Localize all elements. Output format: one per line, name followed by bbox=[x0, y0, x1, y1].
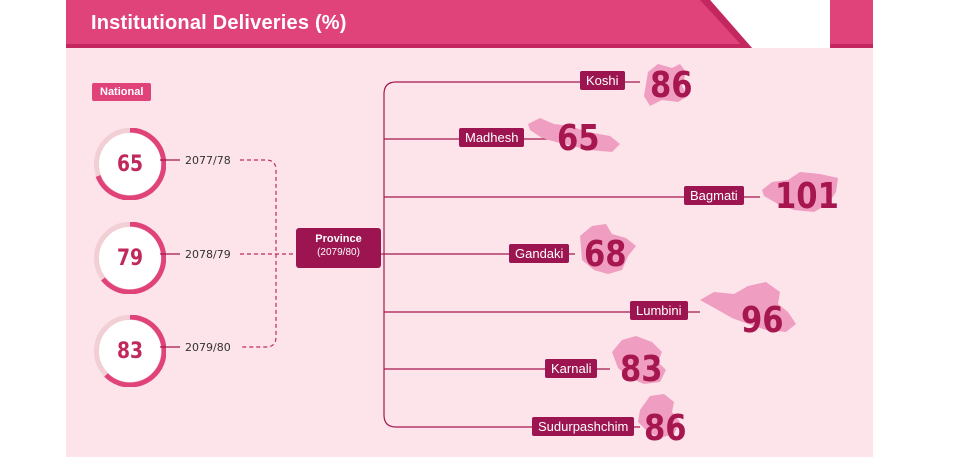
national-connectors bbox=[160, 159, 296, 348]
province-label-gandaki: Gandaki bbox=[509, 244, 570, 263]
national-value: 83 bbox=[116, 338, 144, 364]
province-label-karnali: Karnali bbox=[545, 359, 598, 378]
national-ring-2077-78: 65 bbox=[94, 128, 166, 200]
province-label-lumbini: Lumbini bbox=[630, 301, 688, 320]
province-value-sudurpashchim: 86 bbox=[644, 408, 687, 449]
province-value-gandaki: 68 bbox=[584, 234, 627, 275]
national-value: 65 bbox=[116, 151, 144, 177]
year-label: 2077/78 bbox=[185, 154, 231, 167]
province-value-lumbini: 96 bbox=[741, 300, 784, 341]
national-ring-2078-79: 79 bbox=[94, 222, 166, 294]
national-label: National bbox=[92, 83, 152, 101]
province-value-bagmati: 101 bbox=[775, 176, 839, 217]
infographic-panel bbox=[66, 0, 873, 457]
province-value-koshi: 86 bbox=[650, 65, 693, 106]
ring-progress-arc bbox=[101, 222, 166, 294]
ring-progress-arc bbox=[104, 315, 166, 387]
header-underline bbox=[66, 44, 873, 48]
province-box-title: Province bbox=[315, 233, 362, 245]
province-maps bbox=[528, 64, 838, 438]
national-value: 79 bbox=[116, 245, 144, 271]
province-box-year: (2079/80) bbox=[317, 247, 360, 258]
page-title: Institutional Deliveries (%) bbox=[91, 12, 347, 34]
province-value-karnali: 83 bbox=[620, 349, 663, 390]
year-label: 2079/80 bbox=[185, 341, 231, 354]
year-label: 2078/79 bbox=[185, 248, 231, 261]
national-ring-2079-80: 83 bbox=[94, 315, 166, 387]
province-label-koshi: Koshi bbox=[580, 71, 625, 90]
province-box: Province (2079/80) bbox=[296, 228, 381, 268]
province-value-madhesh: 65 bbox=[557, 118, 600, 159]
header-corner-cut bbox=[700, 0, 830, 48]
province-label-bagmati: Bagmati bbox=[684, 186, 744, 205]
province-label-madhesh: Madhesh bbox=[459, 128, 525, 147]
province-label-sudurpashchim: Sudurpashchim bbox=[532, 417, 635, 436]
ring-progress-arc bbox=[95, 128, 166, 200]
